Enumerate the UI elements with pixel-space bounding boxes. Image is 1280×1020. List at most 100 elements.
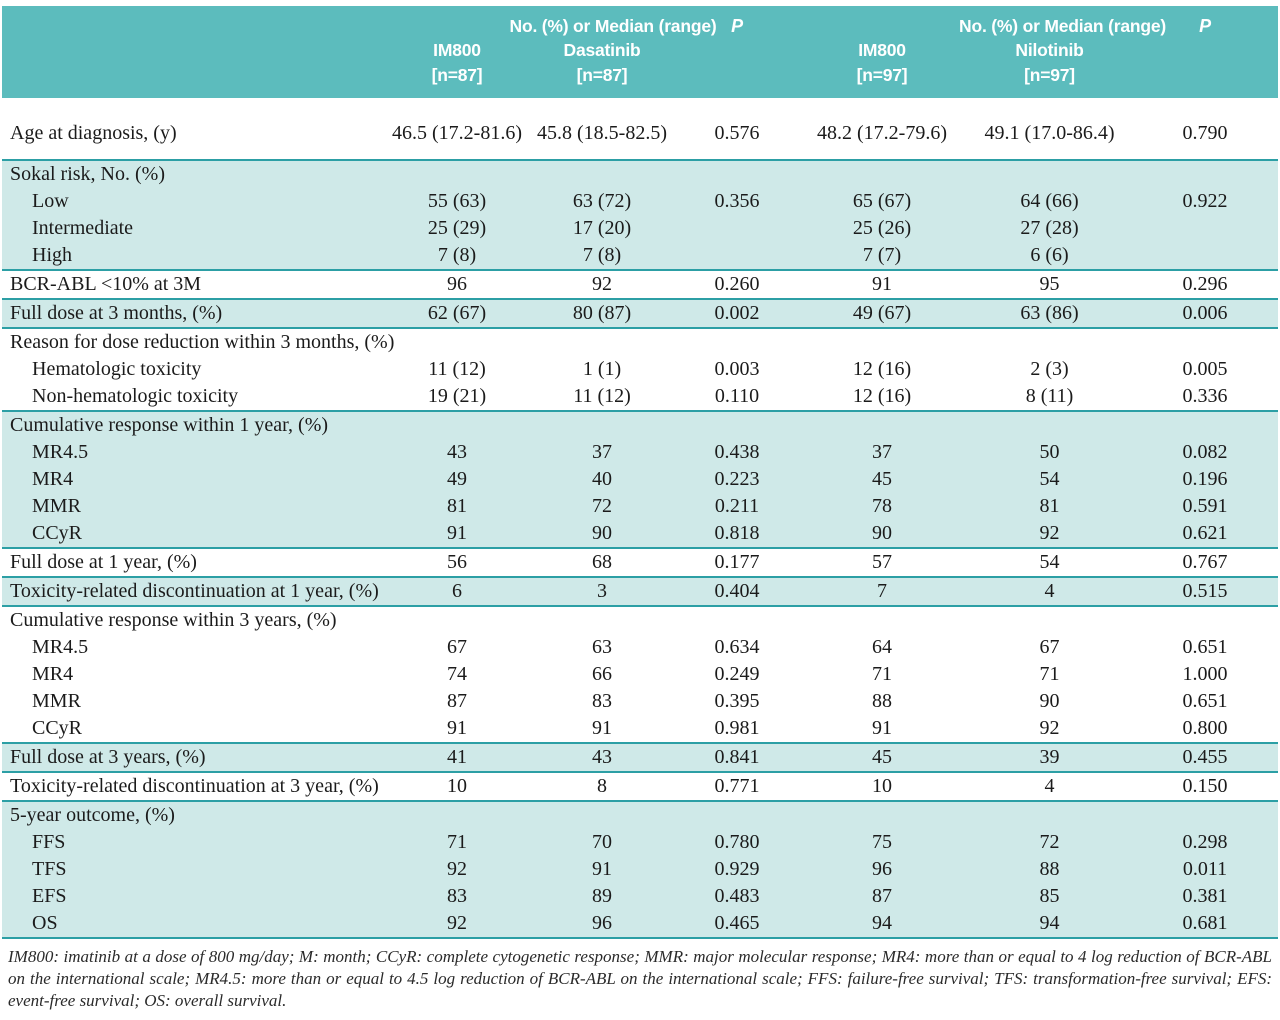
table-header: No. (%) or Median (range) P No. (%) or M…	[2, 6, 1279, 98]
table-row: MR4 49 40 0.223 45 54 0.196	[2, 466, 1279, 493]
data-cell	[677, 242, 798, 270]
data-cell: 11 (12)	[428, 358, 486, 380]
data-cell: 0.767	[1132, 547, 1279, 577]
data-cell: 83	[387, 883, 527, 910]
data-cell: 4	[967, 576, 1133, 606]
data-cell	[1132, 242, 1279, 270]
data-cell: 4	[967, 771, 1133, 801]
row-label: MMR	[2, 493, 387, 520]
data-cell: 12 (16)	[852, 385, 912, 407]
data-cell: 88	[967, 856, 1133, 883]
data-cell: 90	[797, 520, 968, 548]
data-cell	[677, 159, 798, 188]
row-label: CCyR	[2, 520, 387, 548]
data-cell: 91	[447, 717, 467, 739]
data-cell: 27 (28)	[967, 215, 1133, 242]
data-cell: 1 (1)	[582, 358, 622, 380]
data-cell	[677, 327, 798, 356]
data-cell: 25 (26)	[797, 215, 968, 242]
data-cell	[1132, 215, 1279, 242]
data-cell: 78	[797, 493, 968, 520]
data-cell: 66	[592, 663, 612, 685]
row-label: MR4	[2, 466, 387, 493]
data-cell: 0.381	[1132, 883, 1279, 910]
data-cell: 48.2 (17.2-79.6)	[817, 122, 947, 144]
data-cell: 71	[872, 663, 893, 685]
table-row: Full dose at 3 months, (%) 62 (67) 80 (87)…	[2, 298, 1279, 328]
data-cell: 54	[967, 466, 1133, 493]
data-cell: 43	[527, 742, 678, 772]
data-cell: 64 (66)	[967, 188, 1133, 215]
data-cell: 83	[592, 690, 612, 712]
data-cell: 95	[967, 269, 1133, 299]
data-cell: 72	[527, 493, 678, 520]
row-label: MMR	[32, 690, 81, 712]
data-cell: 0.395	[714, 690, 760, 712]
data-cell: 92	[1039, 717, 1060, 739]
data-cell: 0.455	[1132, 742, 1279, 772]
table-row: Cumulative response within 1 year, (%)	[2, 410, 1279, 439]
table-row: MMR 81 72 0.211 78 81 0.591	[2, 493, 1279, 520]
data-cell: 45	[797, 742, 968, 772]
data-cell: 0.651	[1182, 636, 1228, 658]
data-cell: 6	[387, 576, 527, 606]
data-cell: 7 (8)	[527, 242, 678, 270]
table-row: Full dose at 1 year, (%) 56 68 0.177 57 54 0.7…	[2, 547, 1279, 577]
data-cell: 81	[967, 493, 1133, 520]
data-cell: 70	[527, 829, 678, 856]
table-row: 5-year outcome, (%)	[2, 800, 1279, 829]
data-cell	[677, 410, 798, 439]
data-cell	[387, 159, 527, 188]
data-cell	[1132, 410, 1279, 439]
row-label: 5-year outcome, (%)	[2, 800, 387, 829]
data-cell: 10	[387, 771, 527, 801]
row-label: High	[2, 242, 387, 270]
data-cell: 57	[797, 547, 968, 577]
data-cell: 6 (6)	[967, 242, 1133, 270]
data-cell: 3	[527, 576, 678, 606]
header-p-left: P	[677, 6, 798, 98]
data-cell: 8	[527, 771, 678, 801]
data-cell: 0.006	[1132, 298, 1279, 328]
data-cell	[1132, 605, 1279, 634]
data-cell	[967, 327, 1133, 356]
row-label: Full dose at 3 years, (%)	[2, 742, 387, 772]
row-label: Cumulative response within 1 year, (%)	[2, 410, 387, 439]
data-cell	[387, 410, 527, 439]
data-cell: 43	[387, 439, 527, 466]
row-label: CCyR	[32, 717, 83, 739]
data-cell	[967, 159, 1133, 188]
data-cell	[677, 800, 798, 829]
data-cell: 96	[527, 910, 678, 939]
header-col-im800-right: IM800 [n=97]	[797, 38, 968, 98]
data-cell: 12 (16)	[852, 358, 912, 380]
data-cell: 7	[797, 576, 968, 606]
data-cell: 0.818	[677, 520, 798, 548]
clinical-comparison-table: No. (%) or Median (range) P No. (%) or M…	[2, 6, 1279, 939]
data-cell: 0.981	[714, 717, 760, 739]
data-cell: 37	[797, 439, 968, 466]
table-row: Sokal risk, No. (%)	[2, 159, 1279, 188]
row-label: Full dose at 1 year, (%)	[2, 547, 387, 577]
table-row: High 7 (8) 7 (8) 7 (7) 6 (6)	[2, 242, 1279, 270]
data-cell: 0.011	[1132, 856, 1279, 883]
data-cell: 68	[527, 547, 678, 577]
table-footnote: IM800: imatinib at a dose of 800 mg/day;…	[8, 947, 1272, 1010]
table-row: TFS 92 91 0.929 96 88 0.011	[2, 856, 1279, 883]
data-cell	[387, 800, 527, 829]
data-cell: 90	[1039, 690, 1060, 712]
header-p-right: P	[1132, 6, 1279, 98]
row-label: OS	[2, 910, 387, 939]
row-label: Full dose at 3 months, (%)	[2, 298, 387, 328]
row-label: Hematologic toxicity	[32, 358, 202, 380]
data-cell: 39	[967, 742, 1133, 772]
data-cell: 63	[592, 636, 612, 658]
header-group-left-label: No. (%) or Median (range)	[509, 16, 717, 36]
row-label: Low	[2, 188, 387, 215]
data-cell: 0.110	[714, 385, 760, 407]
data-cell: 0.298	[1132, 829, 1279, 856]
data-cell	[1132, 327, 1279, 356]
data-cell	[967, 410, 1133, 439]
data-cell: 87	[447, 690, 467, 712]
